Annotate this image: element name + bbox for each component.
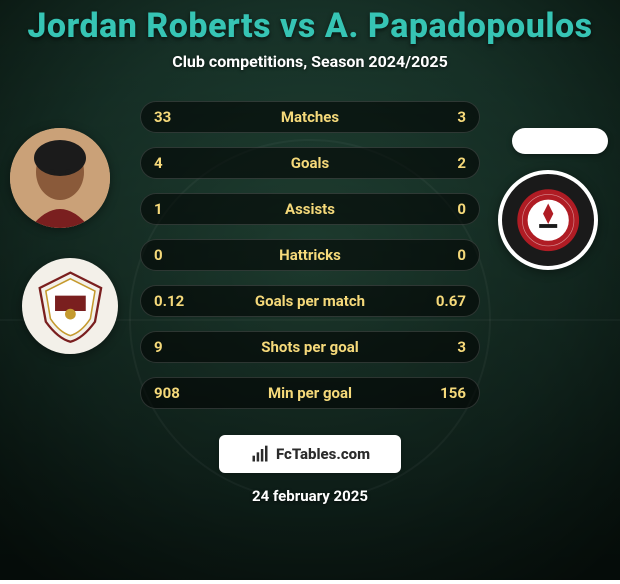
stat-right-value: 3 [457,338,466,356]
chart-icon [250,444,270,464]
stat-left-value: 4 [154,154,163,172]
stat-left-value: 1 [154,200,163,218]
stat-row: 9 Shots per goal 3 [140,331,480,363]
stat-right-value: 0 [457,246,466,264]
stat-right-value: 0.67 [436,292,466,310]
stat-right-value: 2 [457,154,466,172]
stat-label: Min per goal [154,384,466,402]
stat-right-value: 156 [440,384,466,402]
stat-right-value: 3 [457,108,466,126]
stat-row: 33 Matches 3 [140,101,480,133]
player-left-avatar [10,128,110,228]
date-text: 24 february 2025 [252,487,368,505]
stat-row: 908 Min per goal 156 [140,377,480,409]
club-left-crest [22,258,118,354]
stat-left-value: 0.12 [154,292,184,310]
stat-label: Goals per match [154,292,466,310]
stat-row: 4 Goals 2 [140,147,480,179]
stat-right-value: 0 [457,200,466,218]
stat-left-value: 9 [154,338,163,356]
brand-text: FcTables.com [276,445,370,463]
page-title: Jordan Roberts vs A. Papadopoulos [27,6,592,46]
stats-list: 33 Matches 3 4 Goals 2 1 Assists 0 0 Hat… [140,101,480,409]
stat-row: 0 Hattricks 0 [140,239,480,271]
stat-left-value: 0 [154,246,163,264]
stat-left-value: 908 [154,384,180,402]
stat-label: Goals [154,154,466,172]
stat-label: Shots per goal [154,338,466,356]
stat-left-value: 33 [154,108,171,126]
stat-label: Hattricks [154,246,466,264]
stat-label: Matches [154,108,466,126]
stat-row: 0.12 Goals per match 0.67 [140,285,480,317]
stat-label: Assists [154,200,466,218]
stat-row: 1 Assists 0 [140,193,480,225]
brand-badge[interactable]: FcTables.com [219,435,401,473]
subtitle: Club competitions, Season 2024/2025 [172,52,448,71]
club-right-crest [498,170,598,270]
player-right-avatar [512,128,608,154]
